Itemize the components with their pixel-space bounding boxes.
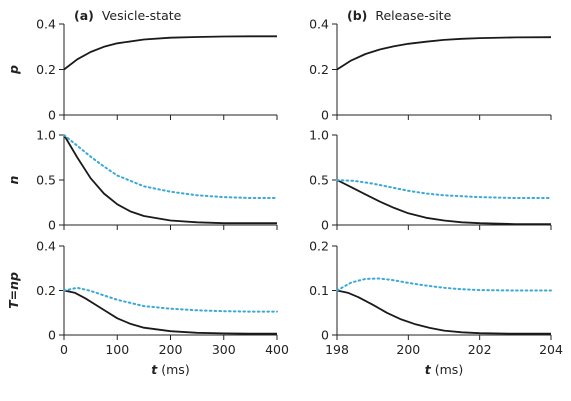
y-tick-label: 0: [321, 328, 329, 343]
series-line-solid: [336, 179, 551, 226]
series-line-solid: [336, 36, 552, 71]
x-axis-label: t (ms): [151, 362, 189, 377]
series-line-dotted: [63, 286, 278, 313]
x-tick-label: 200: [159, 342, 183, 357]
y-axis-label: p: [6, 65, 21, 75]
series-line-dotted: [336, 277, 552, 292]
y-tick-label: 0.4: [36, 17, 56, 32]
series-line-dotted: [63, 134, 278, 199]
series-line-solid: [63, 35, 277, 71]
x-tick-label: 100: [105, 342, 129, 357]
x-tick-label: 198: [325, 342, 349, 357]
panel-2: 0 0.2 0.4 (b) Release-site: [309, 8, 552, 123]
series-line-solid: [63, 134, 277, 225]
y-tick-label: 0.1: [309, 283, 329, 298]
y-tick-label: 1.0: [36, 128, 56, 143]
panel-4: 0 0.5 1.0: [309, 128, 552, 233]
x-tick-label: 400: [265, 342, 289, 357]
x-tick-label: 200: [396, 342, 420, 357]
panel-3: 0 0.5 1.0 n: [6, 128, 278, 233]
y-tick-label: 0.2: [36, 283, 56, 298]
series-line-solid: [336, 289, 551, 335]
y-tick-label: 0: [48, 218, 56, 233]
y-tick-label: 0.4: [309, 17, 329, 32]
series-line-dotted: [336, 179, 552, 199]
y-axis-label: n: [6, 175, 21, 184]
x-tick-label: 202: [468, 342, 492, 357]
x-tick-label: 300: [212, 342, 236, 357]
y-tick-label: 0.5: [36, 173, 56, 188]
panel-5: 0 0.2 0.4 0 100 200 300 400 t (ms) T=np: [6, 239, 289, 378]
y-tick-label: 0.4: [36, 239, 56, 254]
y-tick-label: 0: [321, 218, 329, 233]
panel-6: 0 0.1 0.2 198 200 202 204 t (ms): [309, 239, 563, 378]
y-tick-label: 0: [48, 328, 56, 343]
y-tick-label: 0.2: [309, 239, 329, 254]
y-tick-label: 0.2: [309, 62, 329, 77]
panel-title: (a) Vesicle-state: [74, 8, 182, 23]
panels: 0 0.2 0.4 p (a) Vesicle-state 0 0.2 0.4 (b) Rele…: [6, 8, 563, 377]
x-axis-label: t (ms): [425, 362, 463, 377]
y-tick-label: 0: [48, 108, 56, 123]
y-tick-label: 1.0: [309, 128, 329, 143]
panel-title: (b) Release-site: [347, 8, 452, 23]
y-axis-label: T=np: [6, 272, 21, 309]
y-tick-label: 0: [321, 108, 329, 123]
series-line-solid: [63, 289, 277, 335]
y-tick-label: 0.2: [36, 62, 56, 77]
panel-1: 0 0.2 0.4 p (a) Vesicle-state: [6, 8, 278, 123]
x-tick-label: 204: [539, 342, 563, 357]
y-tick-label: 0.5: [309, 173, 329, 188]
x-tick-label: 0: [60, 342, 68, 357]
